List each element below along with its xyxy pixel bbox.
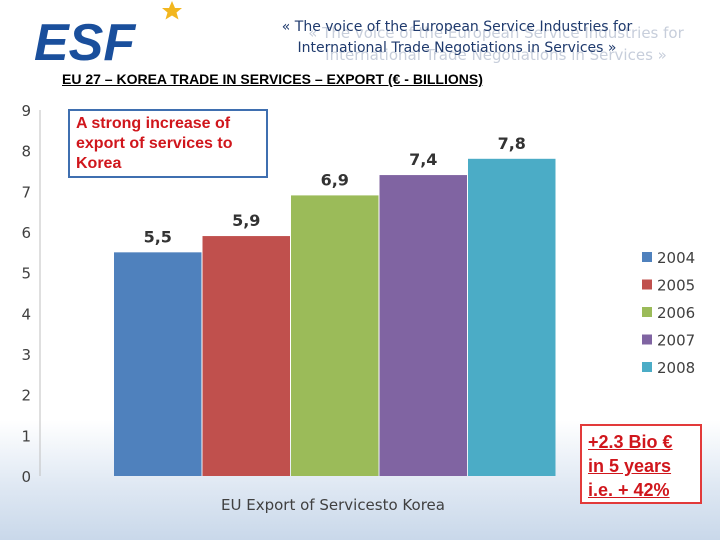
- svg-text:ESF: ESF: [34, 14, 136, 68]
- bar-2006: [291, 195, 379, 476]
- slide-title: EU 27 – KOREA TRADE IN SERVICES – EXPORT…: [62, 71, 483, 87]
- legend-swatch: [642, 362, 652, 372]
- data-label: 5,5: [144, 227, 172, 246]
- y-tick-label: 7: [21, 183, 31, 201]
- y-tick-label: 9: [21, 102, 31, 120]
- y-tick-label: 2: [21, 387, 31, 405]
- bar-chart: 0 1 2 3 4 5 6 7 8 9 5,5 5,9 6,9 7,4 7,8 EU Export of Se…: [21, 102, 695, 514]
- legend-label: 2007: [657, 332, 695, 350]
- data-label: 7,8: [498, 134, 526, 153]
- y-tick-label: 3: [21, 346, 31, 364]
- stat-line-3: i.e. + 42%: [588, 480, 670, 500]
- legend-label: 2008: [657, 359, 695, 377]
- bar-2008: [468, 158, 556, 477]
- y-tick-label: 4: [21, 305, 31, 323]
- header-tagline: « The voice of the European Service Indu…: [281, 19, 633, 56]
- data-label: 7,4: [409, 150, 437, 169]
- y-tick-label: 5: [21, 265, 31, 283]
- legend-label: 2005: [657, 277, 695, 295]
- y-tick-label: 1: [21, 427, 31, 445]
- esf-logo: ESF: [34, 1, 182, 68]
- bar-2004: [114, 252, 202, 476]
- data-label: 6,9: [321, 170, 349, 189]
- callout-box: A strong increase of export of services …: [68, 109, 268, 178]
- y-tick-label: 6: [21, 224, 31, 242]
- legend-swatch: [642, 279, 652, 290]
- header-shadow-text: « The voice of the European Service Indu…: [308, 24, 684, 64]
- stat-summary-box: +2.3 Bio € in 5 years i.e. + 42%: [580, 424, 702, 504]
- y-tick-label: 0: [21, 468, 31, 486]
- stat-line-1: +2.3 Bio €: [588, 432, 673, 452]
- y-tick-label: 8: [21, 143, 31, 161]
- legend-swatch: [642, 252, 652, 262]
- legend-swatch: [642, 307, 652, 317]
- star-icon: [162, 1, 182, 20]
- bar-2007: [379, 175, 467, 477]
- bar-2005: [202, 236, 290, 476]
- legend-label: 2006: [657, 304, 695, 322]
- legend-label: 2004: [657, 249, 695, 267]
- data-label: 5,9: [232, 211, 260, 230]
- stat-line-2: in 5 years: [588, 456, 672, 476]
- legend-swatch: [642, 334, 652, 345]
- x-axis-label: EU Export of Servicesto Korea: [221, 496, 445, 514]
